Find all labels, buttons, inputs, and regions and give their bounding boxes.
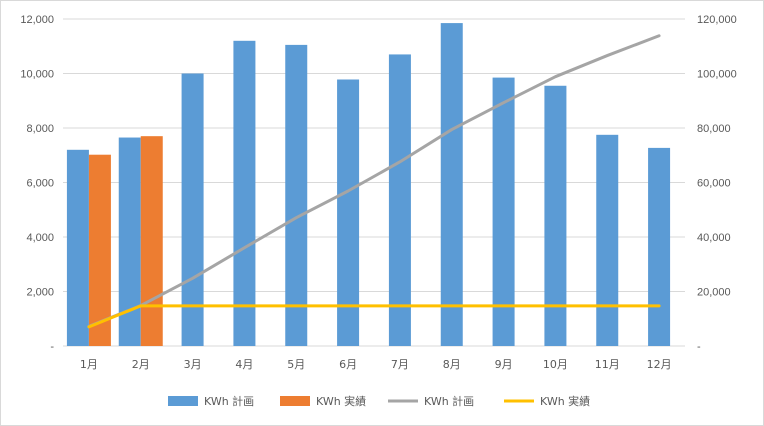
line-cumulative-actual bbox=[87, 304, 661, 329]
legend-label: KWh 実績 bbox=[316, 394, 366, 408]
bar-plan bbox=[66, 149, 89, 346]
bar-plan bbox=[440, 23, 463, 347]
category-label: 12月 bbox=[647, 358, 672, 371]
bar-plan bbox=[544, 85, 567, 346]
legend-swatch bbox=[280, 396, 310, 406]
legend: KWh 計画 KWh 実績 KWh 計画 KWh 実績 bbox=[168, 394, 590, 408]
legend-label: KWh 計画 bbox=[424, 394, 474, 408]
left-axis-tick-label: 10,000 bbox=[20, 69, 54, 81]
category-label: 6月 bbox=[339, 358, 357, 371]
bar-plan bbox=[388, 54, 411, 347]
left-axis-tick-label: 4,000 bbox=[26, 232, 54, 244]
line-series bbox=[87, 34, 661, 329]
right-axis-tick-label: 80,000 bbox=[697, 123, 731, 135]
left-axis-tick-label: 6,000 bbox=[26, 178, 54, 190]
category-label: 4月 bbox=[235, 358, 253, 371]
legend-label: KWh 計画 bbox=[204, 394, 254, 408]
line-cumulative-plan bbox=[87, 34, 661, 328]
bar-plan bbox=[181, 73, 204, 346]
legend-swatch bbox=[168, 396, 198, 406]
bar-actual bbox=[88, 154, 111, 346]
left-axis-tick-label: - bbox=[50, 341, 54, 353]
bar-plan bbox=[492, 77, 515, 347]
bar-plan bbox=[285, 44, 308, 346]
legend-label: KWh 実績 bbox=[540, 394, 590, 408]
right-axis-tick-label: 60,000 bbox=[697, 178, 731, 190]
category-label: 5月 bbox=[287, 358, 305, 371]
category-label: 3月 bbox=[184, 358, 202, 371]
right-axis-tick-label: 120,000 bbox=[697, 14, 737, 26]
right-axis-tick-label: 20,000 bbox=[697, 287, 731, 299]
left-axis-tick-label: 2,000 bbox=[26, 287, 54, 299]
left-axis-tick-label: 8,000 bbox=[26, 123, 54, 135]
left-axis-ticks: - 2,000 4,000 6,000 8,000 10,000 12,000 bbox=[20, 14, 54, 353]
bar-series bbox=[66, 23, 671, 347]
category-label: 2月 bbox=[132, 358, 150, 371]
right-axis-tick-label: - bbox=[697, 341, 701, 353]
bar-plan bbox=[337, 79, 360, 347]
bar-plan bbox=[596, 134, 619, 346]
bar-plan bbox=[233, 40, 256, 347]
bar-plan bbox=[118, 137, 141, 346]
bar-plan bbox=[648, 147, 671, 346]
category-label: 8月 bbox=[443, 358, 461, 371]
category-label: 1月 bbox=[80, 358, 98, 371]
right-axis-tick-label: 40,000 bbox=[697, 232, 731, 244]
category-label: 7月 bbox=[391, 358, 409, 371]
right-axis-ticks: - 20,000 40,000 60,000 80,000 100,000 120,000 bbox=[697, 14, 737, 353]
category-axis: 1月 2月 3月 4月 5月 6月 7月 8月 9月 10月 11月 12月 bbox=[80, 358, 672, 371]
right-axis-tick-label: 100,000 bbox=[697, 69, 737, 81]
category-label: 10月 bbox=[543, 358, 568, 371]
category-label: 9月 bbox=[495, 358, 513, 371]
bar-actual bbox=[140, 136, 163, 346]
left-axis-tick-label: 12,000 bbox=[20, 14, 54, 26]
category-label: 11月 bbox=[595, 358, 620, 371]
